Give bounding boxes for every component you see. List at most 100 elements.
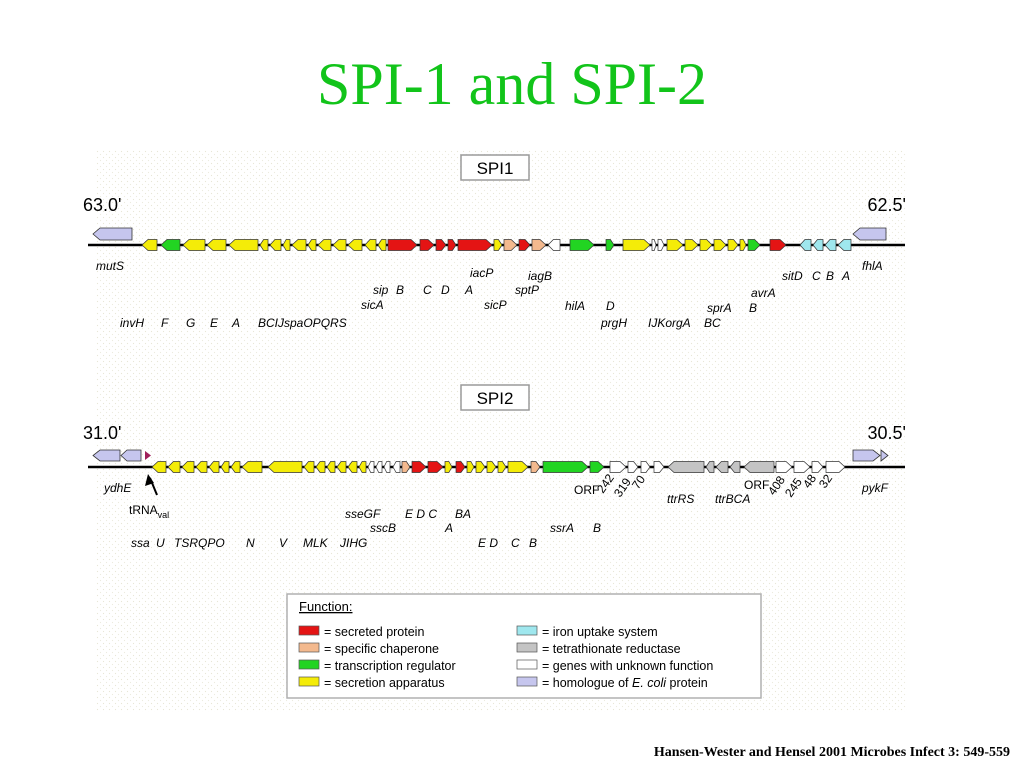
spi1-muts-arrow — [92, 227, 133, 241]
spi2-gene-11 — [315, 461, 326, 473]
spi2-gene-38 — [705, 461, 715, 473]
spi1-gene-26 — [569, 239, 595, 251]
spi2-gene-12 — [326, 461, 336, 473]
spi2-gene-25 — [466, 461, 475, 473]
iagb-label: iagB — [528, 269, 552, 283]
trna-label: tRNAval — [129, 503, 169, 520]
spi2-gene-43 — [793, 461, 811, 473]
legend-swatch — [516, 659, 538, 670]
spi2-gene-10 — [303, 461, 315, 473]
spi2-gene-15 — [358, 461, 367, 473]
ijk-orga-label: IJKorgA — [648, 316, 691, 330]
spi1-gene-2 — [160, 239, 181, 251]
ssegf-label: sseGF — [345, 507, 381, 521]
legend-label: = secreted protein — [324, 625, 424, 639]
spi1-gene-41 — [824, 239, 837, 251]
sip-c-label: C — [423, 283, 432, 297]
legend-label: = transcription regulator — [324, 659, 456, 673]
spi1-gene-15 — [377, 239, 387, 251]
ssa-n-label: N — [246, 536, 255, 550]
spi1-gene-28 — [622, 239, 651, 251]
legend-swatch — [298, 676, 320, 687]
spi2-ydhe-arrow-2 — [120, 449, 142, 462]
sse-ba-label: BA — [455, 507, 471, 521]
ssra-b-label: B — [593, 521, 601, 535]
prgh-label: prgH — [600, 316, 627, 330]
spi1-gene-17 — [419, 239, 435, 251]
spi2-gene-23 — [444, 461, 453, 473]
legend-label: = tetrathionate reductase — [542, 642, 681, 656]
spi2-gene-14 — [347, 461, 358, 473]
spi1-gene-10 — [307, 239, 317, 251]
spi1-muts-label: mutS — [96, 259, 124, 273]
ttrbca-label: ttrBCA — [715, 492, 750, 506]
spi2-pykf-label: pykF — [861, 481, 889, 495]
sit-a-label: A — [841, 269, 850, 283]
sitd-label: sitD — [782, 269, 803, 283]
ssr-ed-label: E D — [478, 536, 498, 550]
spi2-gene-45 — [825, 461, 846, 473]
spi1-gene-36 — [739, 239, 747, 251]
spi1-gene-30 — [657, 239, 665, 251]
spi2-gene-32 — [589, 461, 605, 473]
inv-g-label: G — [186, 316, 195, 330]
spi2-gene-44 — [811, 461, 824, 473]
sica-label: sicA — [361, 298, 384, 312]
spi2-gene-24 — [455, 461, 466, 473]
spi2-gene-34 — [627, 461, 639, 473]
legend-label: = iron uptake system — [542, 625, 658, 639]
spi2-gene-27 — [486, 461, 497, 473]
spi2-gene-1 — [151, 461, 167, 473]
ssa-jihg-label: JIHG — [339, 536, 367, 550]
avra-label: avrA — [751, 286, 776, 300]
ssr-b-label: B — [529, 536, 537, 550]
spi1-gene-18 — [435, 239, 447, 251]
ssc-a-label: A — [444, 521, 453, 535]
spi1-gene-9 — [291, 239, 307, 251]
legend-swatch — [298, 659, 320, 670]
spi2-pykf-arrow-2 — [880, 449, 889, 462]
slide-title: SPI-1 and SPI-2 — [316, 51, 708, 117]
spi1-gene-track — [141, 239, 852, 251]
spi1-gene-34 — [713, 239, 727, 251]
spi1-gene-31 — [666, 239, 684, 251]
spi1-gene-27 — [605, 239, 615, 251]
sip-d-label: D — [441, 283, 450, 297]
spi2-gene-8 — [241, 461, 263, 473]
spi1-left-position: 63.0' — [83, 195, 121, 215]
spi1-gene-12 — [332, 239, 347, 251]
spi2-gene-4 — [195, 461, 208, 473]
spi1-panel: SPI1 63.0' 62.5' mutS fhlA iacP iagB spt… — [83, 154, 906, 330]
function-legend: Function: = secreted protein = specific c… — [286, 593, 762, 699]
spi1-gene-20 — [457, 239, 493, 251]
legend-label: = specific chaperone — [324, 642, 439, 656]
spi1-gene-37 — [747, 239, 761, 251]
iacp-label: iacP — [470, 266, 493, 280]
spi2-gene-16 — [367, 461, 375, 473]
legend-swatch — [298, 642, 320, 653]
ssa-v-label: V — [279, 536, 288, 550]
orf1-label: ORF — [574, 483, 599, 497]
orga-bc-label: BC — [704, 316, 721, 330]
spi1-gene-11 — [317, 239, 332, 251]
spi2-gene-26 — [475, 461, 486, 473]
spi2-gene-9 — [267, 461, 303, 473]
spi2-label-box — [460, 384, 530, 411]
spi2-gene-41 — [743, 461, 775, 473]
legend-swatch — [516, 642, 538, 653]
trna-val-marker — [145, 451, 151, 460]
spi1-gene-35 — [727, 239, 739, 251]
spi1-gene-8 — [282, 239, 291, 251]
sit-c-label: C — [812, 269, 821, 283]
spi2-gene-39 — [715, 461, 729, 473]
spi1-gene-38 — [769, 239, 787, 251]
sse-edc-label: E D C — [405, 507, 437, 521]
inv-a-label: A — [231, 316, 240, 330]
legend-title: Function: — [299, 599, 352, 614]
spi1-right-position: 62.5' — [868, 195, 906, 215]
spi2-gene-35 — [640, 461, 651, 473]
spi2-ydhe-arrow-1 — [92, 449, 121, 462]
ssr-c-label: C — [511, 536, 520, 550]
spi2-ydhe-label: ydhE — [103, 481, 132, 495]
